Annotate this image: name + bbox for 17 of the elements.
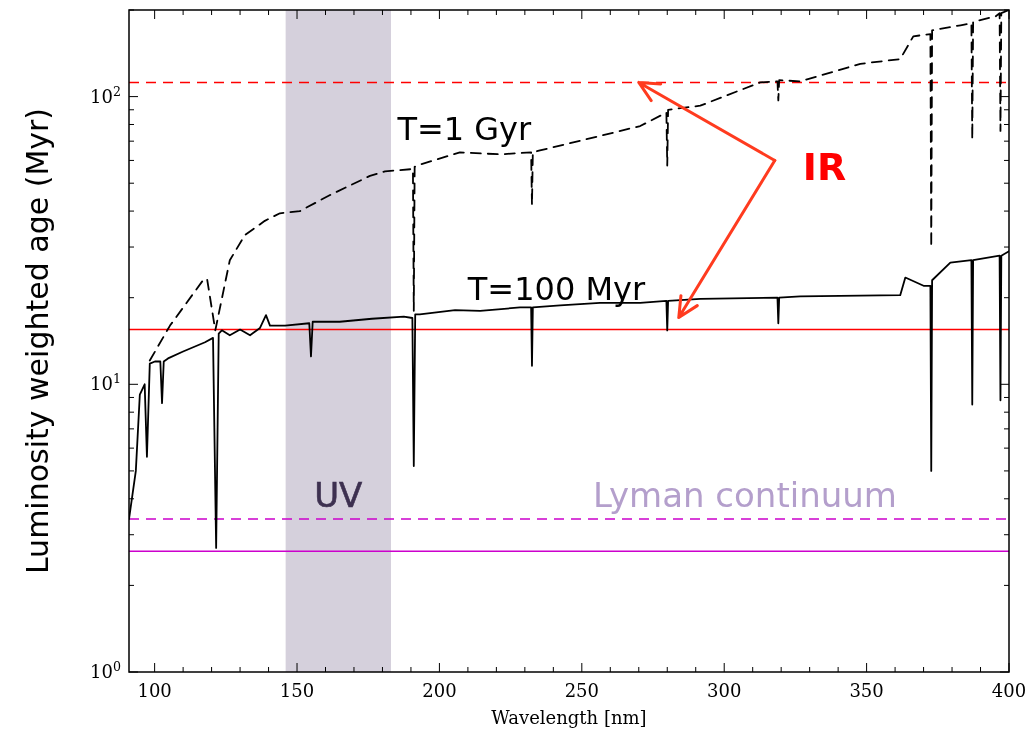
- x-tick-label: 350: [849, 680, 884, 701]
- annotation: IR: [802, 145, 847, 190]
- y-tick-label: 10$^{0}$: [90, 658, 121, 682]
- y-tick-label: 10$^{1}$: [90, 370, 121, 395]
- x-tick-label: 200: [422, 680, 457, 701]
- x-tick-label: 250: [564, 680, 599, 701]
- ref-line-label: Lyman continuum: [593, 475, 897, 516]
- x-tick-label: 400: [991, 680, 1027, 701]
- series-label: T=100 Myr: [466, 269, 646, 308]
- y-tick-label: 10$^{2}$: [90, 83, 121, 107]
- x-tick-label: 100: [137, 680, 172, 701]
- band-label: UV: [314, 475, 363, 515]
- x-tick-label: 150: [279, 680, 315, 701]
- x-axis-title: Wavelength [nm]: [491, 707, 647, 728]
- y-axis-title: Luminosity weighted age (Myr): [20, 107, 55, 575]
- x-tick-label: 300: [707, 680, 742, 701]
- series-label: T=1 Gyr: [396, 109, 533, 148]
